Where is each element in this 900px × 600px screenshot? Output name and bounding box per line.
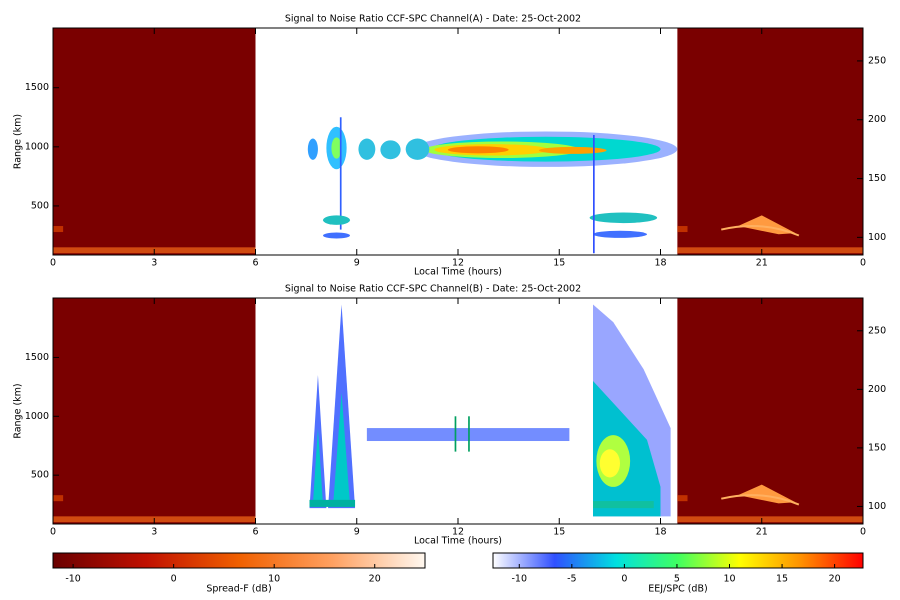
echo [589, 212, 658, 224]
colorbar-tick-label: -5 [567, 574, 576, 585]
night-region [677, 298, 863, 524]
y-axis-label: Range (km) [13, 114, 24, 169]
y2-tick-label: 200 [868, 114, 886, 125]
echo [312, 428, 323, 505]
echo [593, 230, 647, 238]
colorbar-tick-label: 20 [369, 574, 381, 585]
x-tick-label: 12 [452, 258, 464, 269]
x-tick-label: 6 [252, 258, 258, 269]
x-tick-label: 15 [553, 527, 565, 538]
y-tick-label: 1000 [25, 141, 49, 152]
colorbar-tick-label: 10 [268, 574, 280, 585]
y-tick-label: 500 [31, 200, 49, 211]
y2-tick-label: 250 [868, 325, 886, 336]
x-tick-label: 9 [354, 258, 360, 269]
colorbar-label: Spread-F (dB) [206, 584, 271, 595]
echo [331, 137, 342, 159]
ground-echo [677, 226, 688, 233]
x-axis-label: Local Time (hours) [414, 536, 502, 547]
colorbar [492, 552, 864, 569]
colorbar-tick-label: 0 [621, 574, 627, 585]
colorbar [52, 552, 426, 569]
ground-echo [53, 226, 64, 233]
echo [468, 416, 470, 452]
x-tick-label: 18 [654, 527, 666, 538]
y-tick-label: 1500 [25, 82, 49, 93]
colorbar-tick-label: -10 [65, 574, 81, 585]
y-tick-label: 1000 [25, 411, 49, 422]
x-tick-label: 0 [860, 527, 866, 538]
x-tick-label: 21 [756, 258, 768, 269]
y-tick-label: 1500 [25, 352, 49, 363]
ground-echo [677, 516, 863, 523]
y2-tick-label: 100 [868, 501, 886, 512]
y2-tick-label: 100 [868, 232, 886, 243]
x-tick-label: 18 [654, 258, 666, 269]
night-echo [721, 494, 800, 506]
x-tick-label: 12 [452, 527, 464, 538]
echo [454, 416, 457, 452]
plot-area [53, 298, 863, 524]
chart-title: Signal to Noise Ratio CCF-SPC Channel(A)… [285, 14, 581, 25]
x-tick-label: 6 [252, 527, 258, 538]
x-tick-label: 21 [756, 527, 768, 538]
night-echo [721, 225, 800, 237]
y-tick-label: 500 [31, 470, 49, 481]
echo [333, 392, 350, 505]
echo [307, 138, 318, 160]
echo [593, 501, 654, 509]
colorbar-tick-label: 20 [829, 574, 841, 585]
x-tick-label: 3 [151, 527, 157, 538]
y2-tick-label: 200 [868, 384, 886, 395]
echo [599, 449, 620, 478]
y2-tick-label: 150 [868, 442, 886, 453]
echo [323, 215, 350, 225]
echo [405, 138, 430, 160]
x-tick-label: 9 [354, 527, 360, 538]
night-region [677, 28, 863, 255]
night-region [53, 28, 256, 255]
x-axis-label: Local Time (hours) [414, 267, 502, 278]
echo [539, 146, 607, 154]
y2-tick-label: 250 [868, 55, 886, 66]
echo [380, 140, 401, 160]
ground-echo [677, 495, 688, 502]
y-axis-label: Range (km) [13, 383, 24, 438]
colorbar-tick-label: 5 [674, 574, 680, 585]
ground-echo [53, 495, 64, 502]
colorbar-label: EEJ/SPC (dB) [648, 584, 707, 595]
colorbar-tick-label: -10 [512, 574, 528, 585]
x-tick-label: 0 [50, 258, 56, 269]
echo [358, 138, 376, 160]
ground-echo [677, 247, 863, 254]
colorbar-tick-label: 10 [723, 574, 735, 585]
echo [309, 499, 356, 507]
plot-area [53, 28, 863, 255]
x-tick-label: 0 [860, 258, 866, 269]
colorbar-tick-label: 15 [776, 574, 788, 585]
colorbar-tick-label: 0 [171, 574, 177, 585]
night-region [53, 298, 256, 524]
echo [447, 146, 509, 154]
chart-title: Signal to Noise Ratio CCF-SPC Channel(B)… [285, 284, 581, 295]
y2-tick-label: 150 [868, 173, 886, 184]
x-tick-label: 0 [50, 527, 56, 538]
echo [593, 134, 595, 254]
echo [339, 117, 342, 230]
echo [323, 232, 350, 239]
x-tick-label: 15 [553, 258, 565, 269]
x-tick-label: 3 [151, 258, 157, 269]
